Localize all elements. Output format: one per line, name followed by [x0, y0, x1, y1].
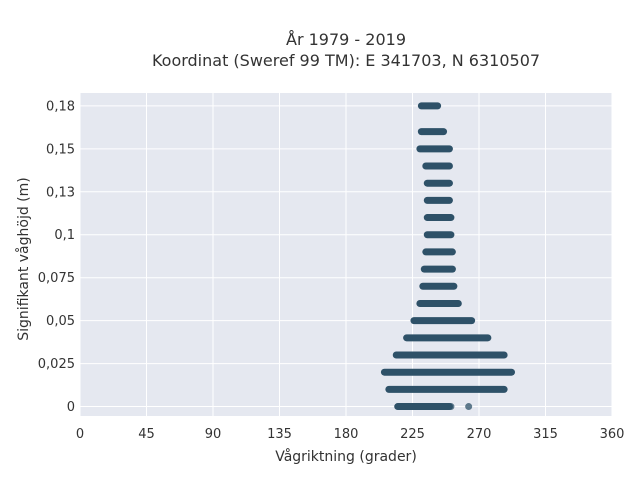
y-tick-label-2: 0,05 — [46, 314, 75, 329]
x-tick-label-2: 90 — [205, 427, 222, 442]
x-tick-label-0: 0 — [76, 427, 84, 442]
x-axis-ticks: 0 45 90 135 180 225 270 315 360 — [76, 427, 625, 442]
x-tick-label-4: 180 — [334, 427, 359, 442]
y-axis-ticks: 0 0,025 0,05 0,075 0,1 0,13 0,15 0,18 — [38, 99, 75, 415]
y-tick-label-7: 0,18 — [46, 99, 75, 114]
y-tick-label-0: 0 — [67, 400, 75, 415]
y-tick-label-4: 0,1 — [54, 228, 75, 243]
data-point-1 — [465, 403, 473, 411]
data-point-0 — [447, 403, 455, 411]
x-tick-label-1: 45 — [138, 427, 155, 442]
x-tick-label-8: 360 — [600, 427, 625, 442]
x-tick-label-6: 270 — [467, 427, 492, 442]
chart-title-group: År 1979 - 2019 Koordinat (Sweref 99 TM):… — [152, 30, 540, 70]
x-tick-label-7: 315 — [533, 427, 558, 442]
x-tick-label-5: 225 — [400, 427, 425, 442]
y-tick-label-1: 0,025 — [38, 357, 75, 372]
chart-title-line-1: År 1979 - 2019 — [286, 30, 406, 49]
y-tick-label-5: 0,13 — [46, 185, 75, 200]
y-tick-label-3: 0,075 — [38, 271, 75, 286]
chart-title-line-2: Koordinat (Sweref 99 TM): E 341703, N 63… — [152, 51, 540, 70]
y-tick-label-6: 0,15 — [46, 142, 75, 157]
x-axis-title: Vågriktning (grader) — [275, 448, 417, 465]
grid-lines — [79, 93, 613, 416]
x-tick-label-3: 135 — [267, 427, 292, 442]
y-axis-title: Signifikant våghöjd (m) — [15, 177, 32, 340]
data-points — [380, 102, 516, 411]
